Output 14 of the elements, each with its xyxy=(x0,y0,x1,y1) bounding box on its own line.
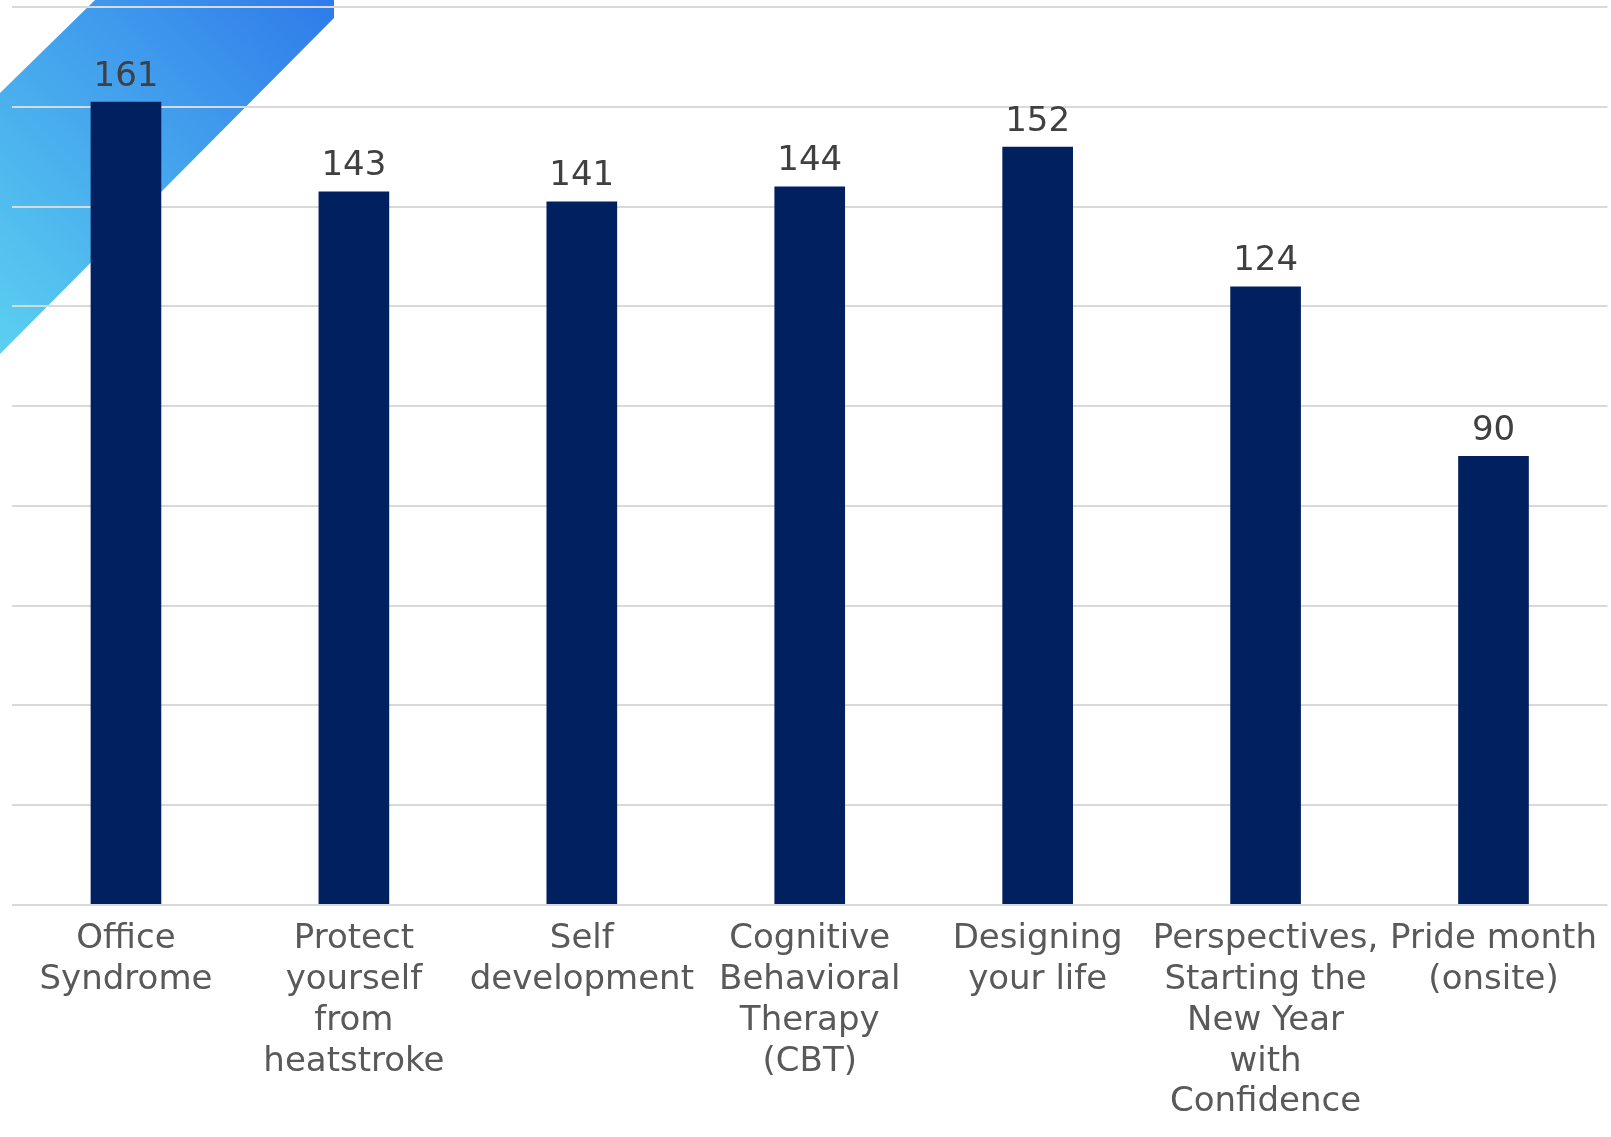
x-tick-label: Protect yourself from heatstroke xyxy=(263,916,445,1079)
x-tick-label: Self development xyxy=(469,916,694,998)
data-label: 161 xyxy=(93,53,159,94)
data-label: 124 xyxy=(1233,238,1299,279)
x-tick-label: Perspectives, Starting the New Year with Confidence xyxy=(1152,916,1379,1120)
data-label: 144 xyxy=(777,138,843,179)
x-tick-label: Designing your life xyxy=(952,916,1123,998)
x-tick-label: Pride month (onsite) xyxy=(1390,916,1598,998)
data-label: 141 xyxy=(549,153,615,194)
data-label: 152 xyxy=(1005,98,1071,139)
data-label: 90 xyxy=(1471,407,1516,448)
x-tick-label: Office Syndrome xyxy=(39,916,213,998)
x-tick-label: Cognitive Behavioral Therapy (CBT) xyxy=(719,916,901,1079)
data-label: 143 xyxy=(321,143,387,184)
